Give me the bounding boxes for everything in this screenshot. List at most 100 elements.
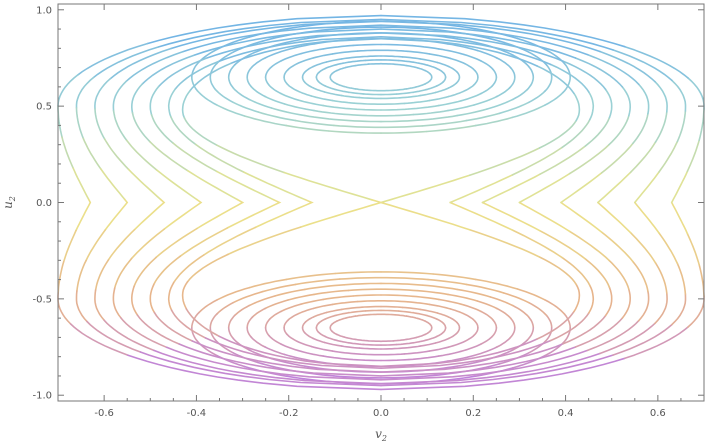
trajectory-inner-ellipse-11	[380, 305, 404, 309]
trajectory-inner-ellipse-11	[304, 316, 314, 323]
trajectory-outer-hourglass-23	[205, 32, 382, 60]
trajectory-inner-ellipse-3	[353, 102, 382, 105]
trajectory-inner-ellipse-11	[448, 332, 458, 340]
trajectory-inner-ellipse-11	[436, 312, 450, 318]
trajectory-outer-hourglass-19	[75, 76, 95, 109]
trajectory-outer-hourglass-22	[196, 198, 245, 230]
trajectory-inner-ellipse-1	[318, 67, 326, 74]
trajectory-inner-ellipse-17	[248, 278, 288, 289]
trajectory-inner-ellipse-2	[455, 76, 461, 84]
trajectory-inner-ellipse-1	[315, 71, 320, 78]
trajectory-inner-ellipse-17	[544, 299, 566, 315]
trajectory-inner-ellipse-5	[473, 95, 498, 106]
trajectory-inner-ellipse-6	[527, 65, 535, 78]
trajectory-inner-ellipse-10	[425, 335, 438, 341]
x-tick-label: 0.2	[465, 408, 481, 419]
trajectory-inner-ellipse-8	[474, 116, 514, 127]
trajectory-outer-hourglass-22	[568, 143, 610, 175]
trajectory-inner-ellipse-4	[437, 48, 465, 56]
trajectory-outer-hourglass-24	[449, 201, 514, 231]
trajectory-inner-ellipse-12	[428, 303, 452, 310]
trajectory-outer-hourglass-18	[698, 108, 705, 141]
trajectory-inner-ellipse-6	[338, 119, 382, 123]
trajectory-inner-ellipse-2	[434, 87, 450, 94]
trajectory-inner-ellipse-13	[268, 334, 282, 345]
trajectory-inner-ellipse-10	[436, 331, 444, 338]
trajectory-inner-ellipse-7	[294, 119, 335, 127]
trajectory-inner-ellipse-13	[297, 349, 325, 357]
trajectory-inner-ellipse-9	[405, 336, 418, 341]
trajectory-inner-ellipse-6	[248, 98, 273, 109]
trajectory-inner-ellipse-6	[512, 88, 529, 101]
trajectory-inner-ellipse-6	[380, 119, 419, 123]
trajectory-separatrix-25	[468, 147, 541, 176]
trajectory-inner-ellipse-13	[480, 336, 493, 345]
trajectory-outer-hourglass-20	[380, 20, 601, 53]
trajectory-inner-ellipse-9	[344, 315, 357, 319]
trajectory-outer-hourglass-24	[449, 174, 514, 204]
trajectory-outer-hourglass-20	[109, 47, 172, 80]
trajectory-inner-ellipse-3	[428, 95, 450, 102]
trajectory-inner-ellipse-13	[437, 350, 462, 357]
trajectory-inner-ellipse-9	[331, 320, 338, 325]
trajectory-inner-ellipse-13	[280, 343, 299, 352]
y-tick-label: 0.5	[36, 102, 52, 113]
trajectory-inner-ellipse-12	[287, 313, 298, 322]
trajectory-inner-ellipse-4	[269, 60, 282, 69]
trajectory-outer-hourglass-22	[131, 112, 151, 143]
trajectory-inner-ellipse-3	[474, 69, 479, 78]
trajectory-inner-ellipse-1	[315, 76, 320, 83]
trajectory-inner-ellipse-15	[227, 314, 236, 329]
trajectory-inner-ellipse-0	[424, 69, 431, 75]
trajectory-separatrix-25	[538, 119, 577, 149]
trajectory-inner-ellipse-15	[274, 288, 306, 297]
trajectory-inner-ellipse-4	[463, 53, 482, 62]
trajectory-inner-ellipse-12	[310, 345, 334, 352]
trajectory-inner-ellipse-11	[323, 341, 343, 347]
trajectory-inner-ellipse-10	[380, 309, 400, 312]
trajectory-inner-ellipse-12	[286, 333, 298, 343]
trajectory-outer-hourglass-20	[599, 50, 656, 83]
trajectory-inner-ellipse-14	[246, 316, 254, 329]
trajectory-inner-ellipse-11	[419, 342, 437, 347]
trajectory-outer-hourglass-23	[179, 227, 229, 257]
trajectory-outer-hourglass-21	[113, 257, 133, 289]
trajectory-inner-ellipse-2	[341, 94, 361, 99]
trajectory-inner-ellipse-1	[324, 64, 337, 70]
trajectory-outer-hourglass-24	[203, 226, 257, 256]
trajectory-inner-ellipse-4	[280, 52, 302, 62]
trajectory-inner-ellipse-1	[395, 91, 415, 95]
trajectory-outer-hourglass-21	[380, 24, 589, 56]
trajectory-inner-ellipse-0	[331, 79, 338, 85]
trajectory-inner-ellipse-12	[464, 313, 476, 322]
trajectory-inner-ellipse-12	[474, 320, 479, 329]
trajectory-inner-ellipse-2	[301, 70, 307, 78]
trajectory-inner-ellipse-14	[496, 337, 511, 348]
trajectory-outer-hourglass-18	[686, 232, 700, 266]
trajectory-separatrix-25	[185, 308, 220, 338]
trajectory-inner-ellipse-14	[473, 346, 498, 357]
trajectory-inner-ellipse-11	[361, 305, 382, 308]
trajectory-inner-ellipse-0	[336, 83, 346, 88]
trajectory-separatrix-25	[216, 144, 285, 174]
trajectory-inner-ellipse-3	[310, 95, 334, 102]
trajectory-outer-hourglass-18	[624, 45, 689, 79]
x-tick-label: 0.0	[373, 408, 389, 419]
trajectory-inner-ellipse-0	[415, 83, 426, 88]
trajectory-outer-hourglass-22	[130, 285, 139, 316]
trajectory-inner-ellipse-2	[448, 82, 458, 89]
trajectory-inner-ellipse-8	[426, 124, 477, 133]
trajectory-inner-ellipse-9	[424, 320, 431, 326]
trajectory-inner-ellipse-6	[227, 76, 235, 89]
trajectory-inner-ellipse-2	[448, 65, 458, 73]
trajectory-inner-ellipse-4	[412, 44, 440, 50]
x-tick-label: -0.4	[187, 408, 207, 419]
y-tick-label: 0.0	[36, 198, 52, 209]
trajectory-outer-hourglass-21	[587, 319, 640, 352]
trajectory-inner-ellipse-2	[304, 65, 314, 73]
trajectory-outer-hourglass-23	[150, 114, 174, 144]
trajectory-outer-hourglass-19	[85, 229, 106, 262]
trajectory-inner-ellipse-1	[380, 59, 400, 62]
trajectory-inner-ellipse-4	[322, 44, 354, 50]
trajectory-inner-ellipse-12	[449, 308, 466, 316]
